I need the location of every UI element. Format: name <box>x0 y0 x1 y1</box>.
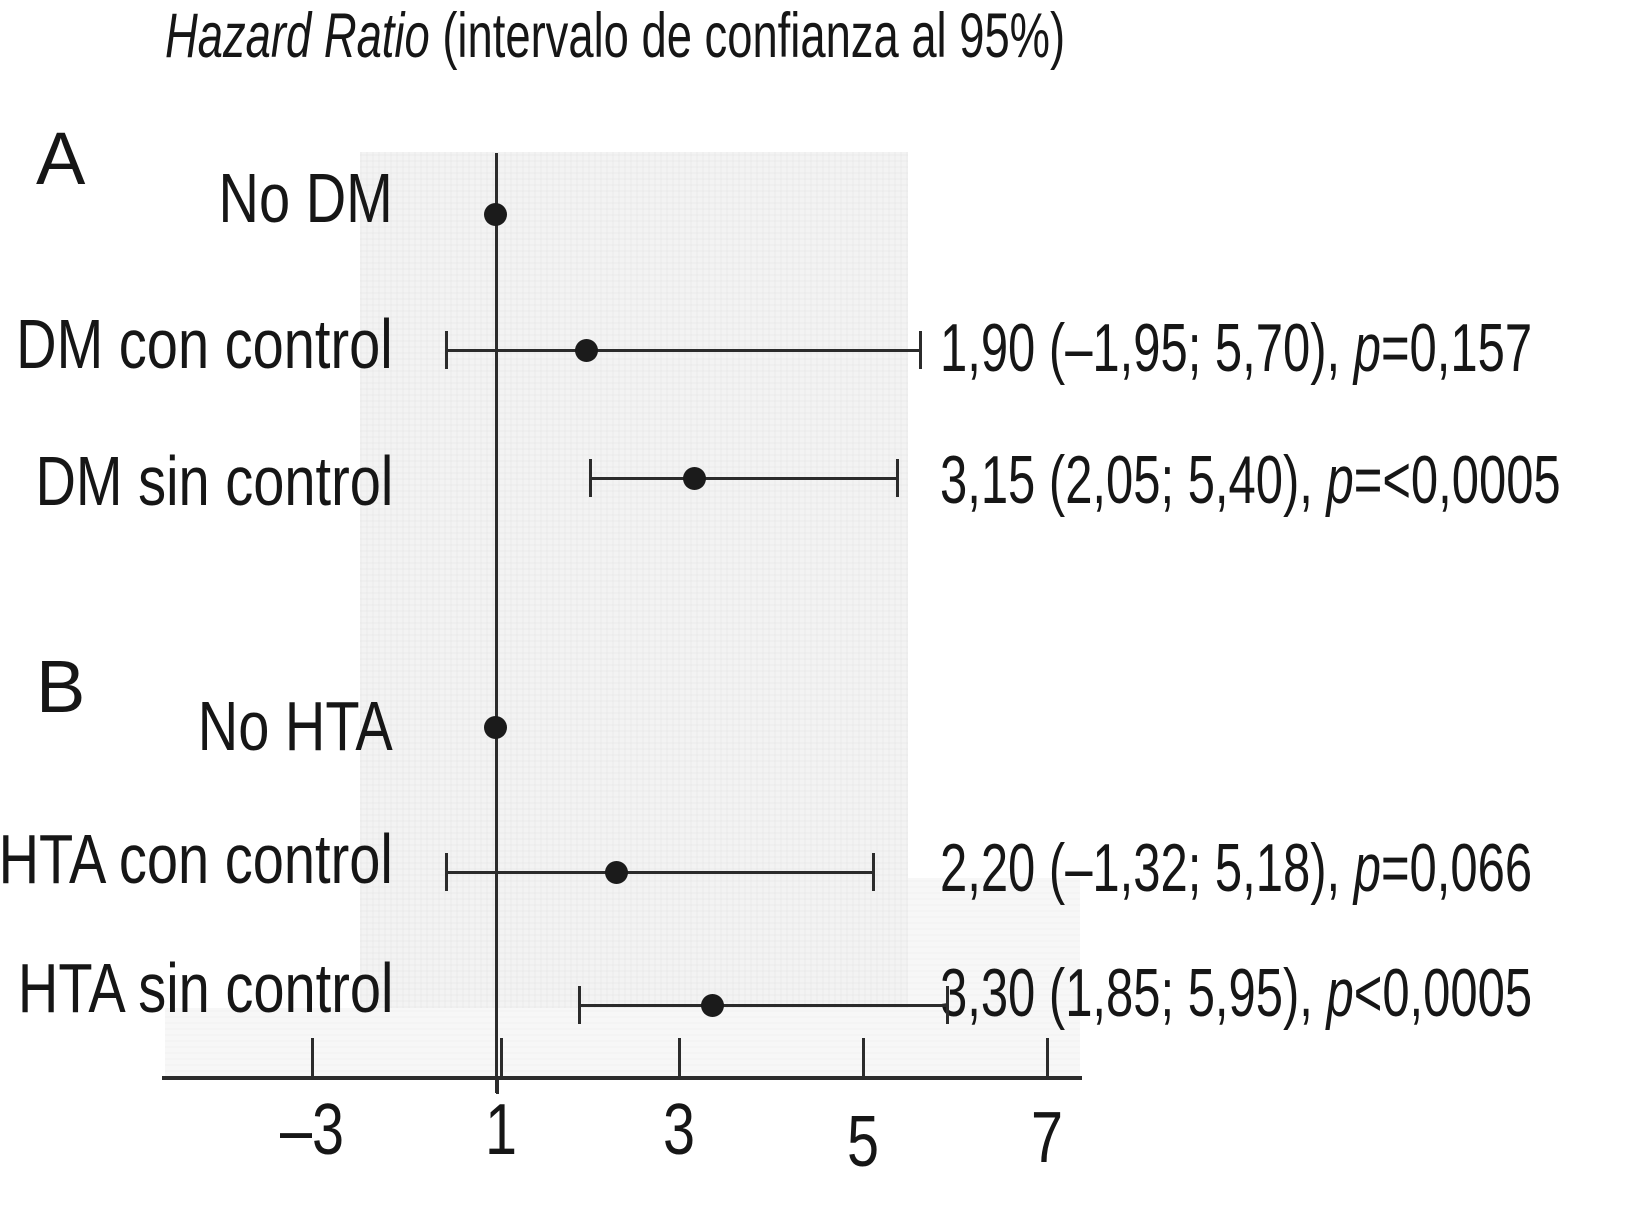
ci-cap-left-dm-con-control <box>444 331 448 369</box>
point-dm-sin-control <box>682 466 706 490</box>
point-dm-con-control <box>574 338 598 362</box>
plot-area-background-bottom-strip <box>165 1008 1080 1078</box>
row-label-hta-sin-control: HTA sin control <box>17 949 393 1027</box>
annotation-hta-con-control: 2,20 (–1,32; 5,18), p=0,066 <box>940 832 1532 904</box>
plot-area-background <box>360 152 908 1080</box>
x-axis-tick-label-text: –3 <box>279 1090 345 1170</box>
point-no-dm <box>483 202 507 226</box>
ci-cap-left-hta-con-control <box>444 853 448 891</box>
chart-title-regular-part: (intervalo de confianza al 95%) <box>429 1 1066 71</box>
x-axis-tick-2 <box>677 1038 681 1076</box>
ci-cap-left-dm-sin-control <box>588 459 592 497</box>
ci-cap-right-dm-sin-control <box>895 459 899 497</box>
row-label-hta-con-control: HTA con control <box>0 820 393 898</box>
x-axis-tick-label-text: 5 <box>846 1102 880 1182</box>
x-axis-tick-label-1: 1 <box>421 1094 581 1166</box>
row-label-no-hta: No HTA <box>198 687 393 765</box>
ci-bar-hta-con-control <box>446 870 873 874</box>
chart-title-italic-part: Hazard Ratio <box>165 1 430 71</box>
x-axis-tick-label-4: 7 <box>967 1102 1127 1174</box>
x-axis-tick-1 <box>499 1038 503 1076</box>
panel-label-b: B <box>36 645 86 728</box>
annotation-hta-sin-control: 3,30 (1,85; 5,95), p<0,0005 <box>940 957 1532 1029</box>
ci-cap-right-hta-con-control <box>871 853 875 891</box>
ci-bar-hta-sin-control <box>579 1003 947 1007</box>
ci-bar-dm-sin-control <box>590 476 897 480</box>
x-axis-tick-label-0: –3 <box>232 1094 392 1166</box>
x-axis-tick-label-3: 5 <box>783 1106 943 1178</box>
annotation-p-symbol: p <box>1353 830 1381 906</box>
x-axis-tick-4 <box>1045 1038 1049 1076</box>
point-hta-sin-control <box>700 993 724 1017</box>
ci-cap-right-hta-sin-control <box>945 986 949 1024</box>
point-hta-con-control <box>604 860 628 884</box>
x-axis-tick-label-text: 1 <box>484 1090 518 1170</box>
row-label-no-dm: No DM <box>218 159 393 237</box>
x-axis-tick-label-text: 3 <box>662 1090 696 1170</box>
reference-line-hr-1 <box>495 153 498 1093</box>
row-label-dm-con-control: DM con control <box>16 305 393 383</box>
x-axis-line <box>162 1076 1082 1080</box>
annotation-p-value: =<0,0005 <box>1353 442 1561 518</box>
chart-title: Hazard Ratio (intervalo de confianza al … <box>165 4 1065 68</box>
annotation-p-value: <0,0005 <box>1353 955 1533 1031</box>
x-axis-tick-0 <box>310 1038 314 1076</box>
annotation-estimate-text: 3,15 (2,05; 5,40), <box>940 442 1327 518</box>
annotation-estimate-text: 3,30 (1,85; 5,95), <box>940 955 1327 1031</box>
ci-bar-dm-con-control <box>446 348 920 352</box>
annotation-p-value: =0,157 <box>1380 310 1533 386</box>
reference-line-axis-stub <box>495 1080 499 1094</box>
plot-area-background-right-patch <box>908 878 1080 1008</box>
x-axis-tick-label-text: 7 <box>1030 1098 1064 1178</box>
annotation-estimate-text: 1,90 (–1,95; 5,70), <box>940 310 1354 386</box>
annotation-p-symbol: p <box>1353 310 1381 386</box>
annotation-p-value: =0,066 <box>1380 830 1533 906</box>
ci-cap-right-dm-con-control <box>918 331 922 369</box>
point-no-hta <box>483 715 507 739</box>
row-label-dm-sin-control: DM sin control <box>35 442 393 520</box>
x-axis-tick-3 <box>861 1038 865 1076</box>
ci-cap-left-hta-sin-control <box>577 986 581 1024</box>
x-axis-tick-label-2: 3 <box>599 1094 759 1166</box>
annotation-p-symbol: p <box>1326 442 1354 518</box>
annotation-p-symbol: p <box>1326 955 1354 1031</box>
panel-label-a: A <box>36 117 86 200</box>
annotation-estimate-text: 2,20 (–1,32; 5,18), <box>940 830 1354 906</box>
annotation-dm-sin-control: 3,15 (2,05; 5,40), p=<0,0005 <box>940 444 1561 516</box>
annotation-dm-con-control: 1,90 (–1,95; 5,70), p=0,157 <box>940 312 1532 384</box>
